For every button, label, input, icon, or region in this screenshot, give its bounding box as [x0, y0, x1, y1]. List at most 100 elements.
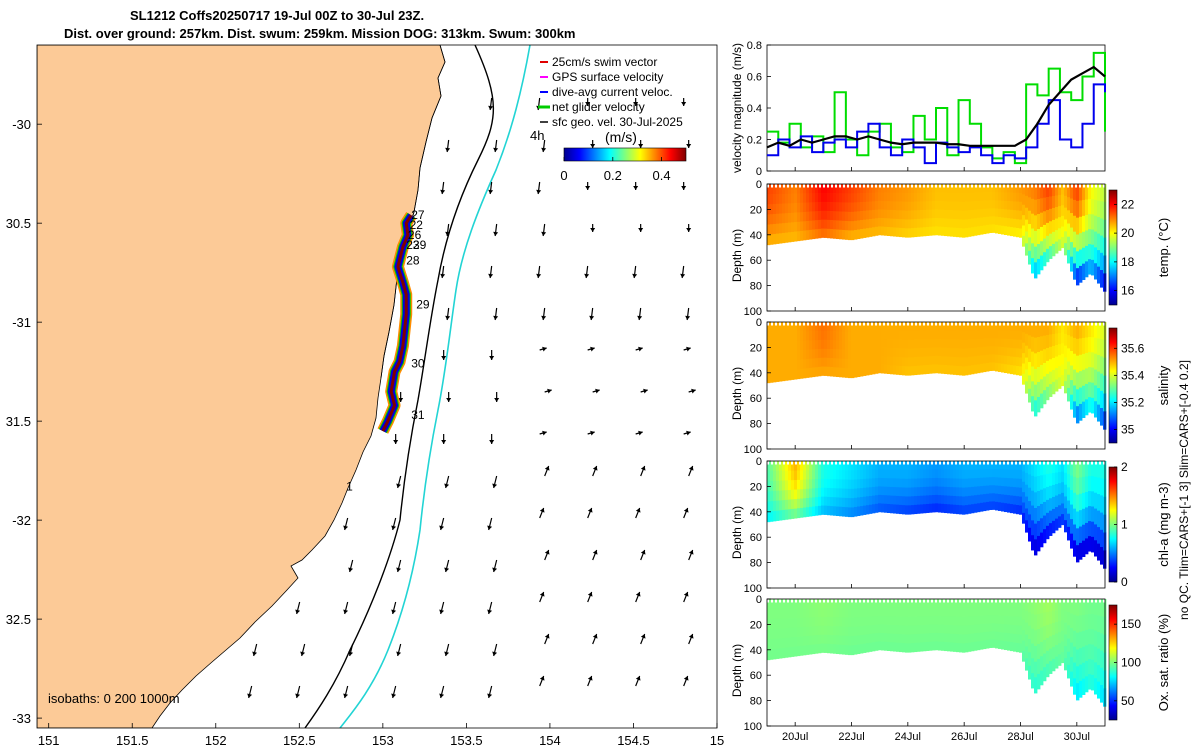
- section-cell: [866, 478, 870, 488]
- section-cell: [830, 497, 834, 507]
- section-cell: [1052, 508, 1056, 522]
- section-cell: [779, 470, 783, 482]
- section-cell: [1028, 612, 1032, 627]
- section-cell: [812, 626, 816, 636]
- section-cell: [1040, 627, 1044, 643]
- section-cell: [1058, 610, 1062, 622]
- section-cell: [1067, 651, 1071, 666]
- section-cell: [1019, 599, 1023, 609]
- section-cell: [770, 609, 774, 620]
- section-cell: [773, 461, 777, 472]
- section-cell: [863, 461, 867, 471]
- section-cell: [968, 633, 972, 644]
- section-y-tick-label: 40: [750, 368, 762, 380]
- section-cell: [914, 357, 918, 367]
- section-cell: [917, 504, 921, 514]
- section-cell: [890, 322, 894, 332]
- section-cell: [797, 636, 801, 647]
- section-cell: [1052, 195, 1056, 209]
- section-cell: [893, 356, 897, 366]
- section-cell: [1091, 599, 1095, 615]
- current-arrowhead: [439, 609, 445, 614]
- section-cell: [992, 346, 996, 355]
- section-cell: [998, 640, 1002, 649]
- section-cell: [866, 616, 870, 626]
- glider-track: [377, 212, 417, 434]
- section-cell: [998, 494, 1002, 503]
- section-cell: [1061, 620, 1065, 632]
- section-cell: [917, 227, 921, 237]
- section-cell: [1007, 322, 1011, 331]
- section-cell: [857, 349, 861, 359]
- current-arrowhead: [587, 592, 593, 597]
- section-cell: [1049, 359, 1053, 373]
- section-cell: [1073, 353, 1077, 371]
- section-cell: [845, 230, 849, 240]
- section-y-tick-label: 80: [750, 419, 762, 431]
- current-arrowhead: [343, 693, 349, 698]
- section-cell: [1076, 494, 1080, 512]
- section-cell: [857, 220, 861, 230]
- section-cell: [1052, 461, 1056, 474]
- section-cell: [785, 647, 789, 658]
- section-cell: [791, 193, 795, 204]
- section-cell: [1055, 356, 1059, 369]
- section-cell: [872, 616, 876, 626]
- section-cell: [899, 184, 903, 194]
- section-cell: [797, 461, 801, 471]
- section-cell: [842, 599, 846, 609]
- section-cell: [1001, 599, 1005, 608]
- section-cell: [1022, 599, 1026, 610]
- section-cell: [767, 332, 771, 343]
- section-cell: [1025, 207, 1029, 220]
- section-cell: [842, 608, 846, 618]
- section-cell: [785, 470, 789, 481]
- section-cell: [1019, 643, 1023, 653]
- section-cell: [1016, 496, 1020, 506]
- section-cell: [992, 607, 996, 616]
- section-cell: [983, 363, 987, 373]
- section-cell: [1067, 387, 1071, 402]
- section-cell: [824, 339, 828, 350]
- current-arrowhead: [680, 273, 686, 278]
- section-cell: [1052, 646, 1056, 660]
- section-cell: [986, 192, 990, 201]
- section-cell: [902, 487, 906, 497]
- current-arrowhead: [541, 231, 547, 236]
- section-cell: [1007, 356, 1011, 366]
- current-arrowhead: [587, 676, 593, 681]
- section-cell: [923, 339, 927, 349]
- section-cell: [773, 213, 777, 225]
- section-cell: [944, 192, 948, 202]
- section-cell: [956, 634, 960, 644]
- section-cell: [935, 200, 939, 210]
- section-cell: [890, 624, 894, 634]
- section-cell: [962, 599, 966, 609]
- section-cell: [893, 218, 897, 228]
- section-cell: [875, 330, 879, 340]
- section-cell: [923, 495, 927, 505]
- section-cell: [794, 212, 798, 223]
- section-cell: [929, 599, 933, 608]
- section-cell: [824, 643, 828, 653]
- section-cell: [830, 470, 834, 480]
- section-cell: [1097, 233, 1101, 251]
- day-label: 28: [406, 254, 420, 268]
- section-cell: [833, 461, 837, 471]
- section-cell: [926, 599, 930, 608]
- section-cell: [968, 599, 972, 609]
- section-cell: [833, 331, 837, 341]
- section-cell: [992, 224, 996, 233]
- section-cell: [953, 184, 957, 194]
- section-cell: [896, 184, 900, 194]
- section-cell: [1019, 366, 1023, 376]
- section-cell: [1082, 646, 1086, 664]
- section-cell: [899, 496, 903, 506]
- section-cell: [791, 508, 795, 519]
- section-cell: [878, 209, 882, 219]
- section-cell: [1088, 322, 1092, 338]
- section-cell: [869, 365, 873, 375]
- section-cell: [1031, 613, 1035, 630]
